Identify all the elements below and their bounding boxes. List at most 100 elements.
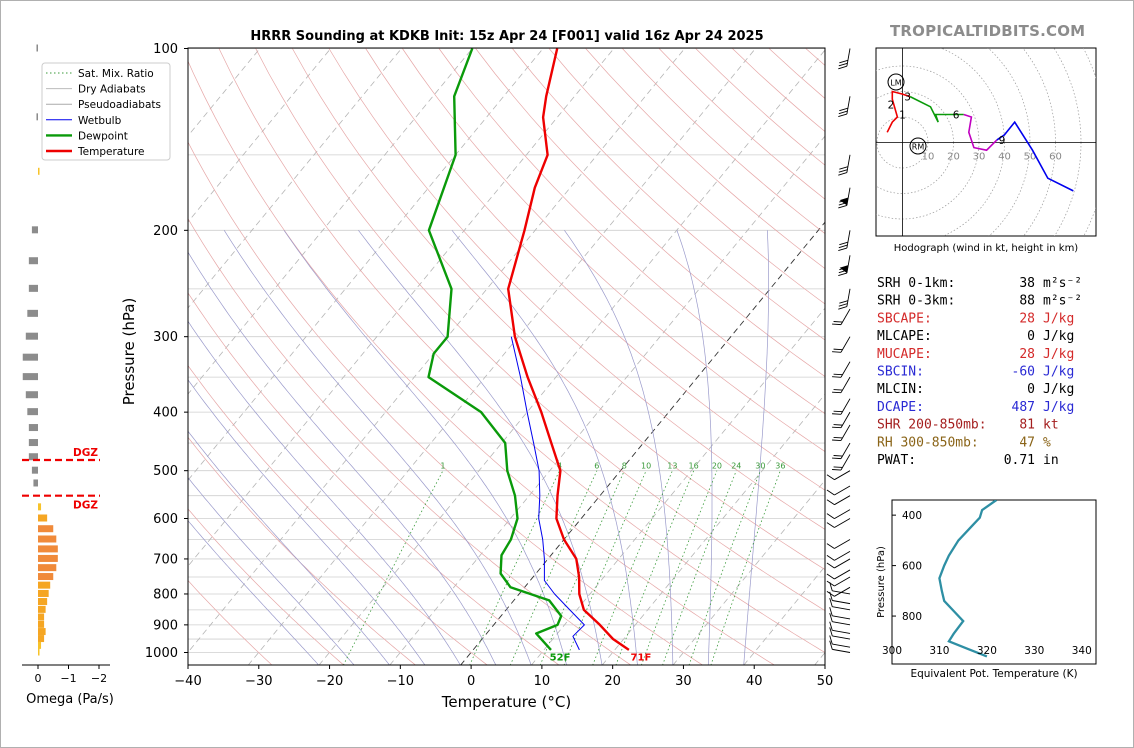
- isotherm-line: [188, 48, 615, 567]
- omega-bar: [38, 525, 54, 533]
- stat-unit: %: [1043, 435, 1051, 450]
- stat-value: 487: [1012, 400, 1035, 415]
- barb-staff: [834, 509, 851, 520]
- temp-tick-label: −10: [387, 674, 414, 689]
- barb-staff: [840, 376, 851, 393]
- barb-feather: [832, 439, 842, 441]
- moist-adiabat: [188, 251, 497, 665]
- pressure-tick-label: 300: [153, 330, 178, 345]
- barb-feather: [826, 474, 835, 481]
- omega-bar: [38, 554, 58, 562]
- dry-adiabat: [402, 48, 825, 452]
- legend-label: Dry Adiabats: [78, 84, 146, 96]
- right-mover-label: RM: [912, 143, 925, 152]
- left-mover-label: LM: [890, 79, 901, 88]
- mixing-ratio-label: 36: [775, 462, 785, 471]
- wind-barb: [829, 640, 851, 653]
- isotherm-line: [188, 48, 544, 481]
- barb-feather: [826, 580, 835, 587]
- dry-adiabat: [188, 292, 560, 665]
- barb-staff: [834, 576, 851, 587]
- mixing-ratio-line: [343, 470, 444, 665]
- stat-value: 81: [1019, 418, 1035, 433]
- barb-feather: [826, 522, 835, 528]
- wind-barb: [832, 336, 851, 353]
- legend-label: Temperature: [77, 146, 145, 158]
- barb-feather: [826, 513, 835, 519]
- wind-barb: [829, 582, 851, 595]
- stat-unit: in: [1043, 453, 1059, 468]
- wind-barb: [829, 591, 851, 605]
- omega-bar: [38, 514, 48, 522]
- barb-feather: [833, 410, 843, 413]
- barb-feather: [833, 466, 843, 468]
- theta-x-tick-label: 300: [882, 645, 902, 657]
- wetbulb-line: [510, 336, 585, 651]
- omega-bar: [38, 589, 49, 597]
- theta-x-tick-label: 340: [1072, 645, 1092, 657]
- skewt-ylabel: Pressure (hPa): [120, 298, 138, 406]
- barb-feather: [826, 573, 835, 580]
- mixing-ratio-label: 20: [712, 462, 722, 471]
- mixing-ratio-label: 6: [594, 462, 599, 471]
- hodograph-caption: Hodograph (wind in kt, height in km): [894, 243, 1079, 254]
- stat-value: 88: [1019, 294, 1035, 309]
- stat-label: SHR 200-850mb:: [877, 418, 987, 433]
- barb-feather: [838, 272, 848, 277]
- omega-bar: [25, 391, 38, 399]
- barb-staff: [834, 569, 851, 580]
- barb-staff: [834, 470, 851, 481]
- omega-bar: [28, 424, 38, 432]
- omega-bar: [28, 439, 38, 447]
- wind-barb: [838, 230, 851, 252]
- moist-adiabat: [188, 379, 426, 665]
- wind-barb: [826, 558, 851, 569]
- pressure-tick-label: 600: [153, 512, 178, 527]
- theta-y-tick-label: 800: [902, 611, 922, 623]
- wind-barb: [826, 569, 851, 580]
- pressure-tick-label: 900: [153, 618, 178, 633]
- omega-bar: [38, 598, 48, 606]
- barb-staff: [840, 308, 851, 325]
- stat-value: 0.71: [1004, 453, 1035, 468]
- omega-bar: [38, 613, 45, 621]
- omega-bar: [22, 353, 38, 361]
- stat-row: MLCIN: 0 J/kg: [877, 382, 1074, 397]
- pressure-tick-label: 500: [153, 464, 178, 479]
- mixing-ratio-line: [509, 470, 598, 665]
- wind-barb: [832, 308, 851, 326]
- isotherm-line: [188, 48, 473, 395]
- stat-row: SBCAPE: 28 J/kg: [877, 311, 1074, 326]
- moist-adiabat: [188, 430, 390, 665]
- pressure-tick-label: 100: [153, 42, 178, 57]
- theta-x-tick-label: 320: [977, 645, 997, 657]
- barb-staff: [832, 600, 851, 605]
- dry-adiabat: [365, 48, 825, 491]
- stat-value: -60: [1012, 365, 1035, 380]
- barb-staff: [840, 398, 851, 415]
- omega-bar: [38, 167, 40, 175]
- stat-label: SBCIN:: [877, 365, 924, 380]
- wind-barb: [832, 424, 851, 441]
- barb-staff: [832, 590, 851, 595]
- isotherm-line: [188, 48, 685, 653]
- hodo-trace: [963, 113, 998, 152]
- barb-feather: [838, 113, 848, 118]
- stat-unit: J/kg: [1043, 347, 1074, 362]
- dgz-label: DGZ: [73, 447, 98, 459]
- hodo-height-label: 1: [899, 109, 906, 121]
- mixing-ratio-label: 16: [689, 462, 699, 471]
- stat-row: PWAT: 0.71 in: [877, 453, 1059, 468]
- hodo-height-label: 6: [953, 109, 960, 121]
- omega-bar: [38, 564, 57, 572]
- barb-pennant: [839, 197, 849, 206]
- dry-adiabat: [188, 218, 632, 665]
- skewt-title: HRRR Sounding at KDKB Init: 15z Apr 24 […: [250, 29, 763, 44]
- wind-barb: [838, 288, 851, 310]
- dry-adiabat: [548, 48, 825, 305]
- legend-label: Dewpoint: [78, 130, 128, 142]
- omega-bar: [38, 581, 51, 589]
- barb-staff: [834, 518, 851, 528]
- barb-staff: [840, 361, 851, 378]
- barb-staff: [840, 336, 851, 353]
